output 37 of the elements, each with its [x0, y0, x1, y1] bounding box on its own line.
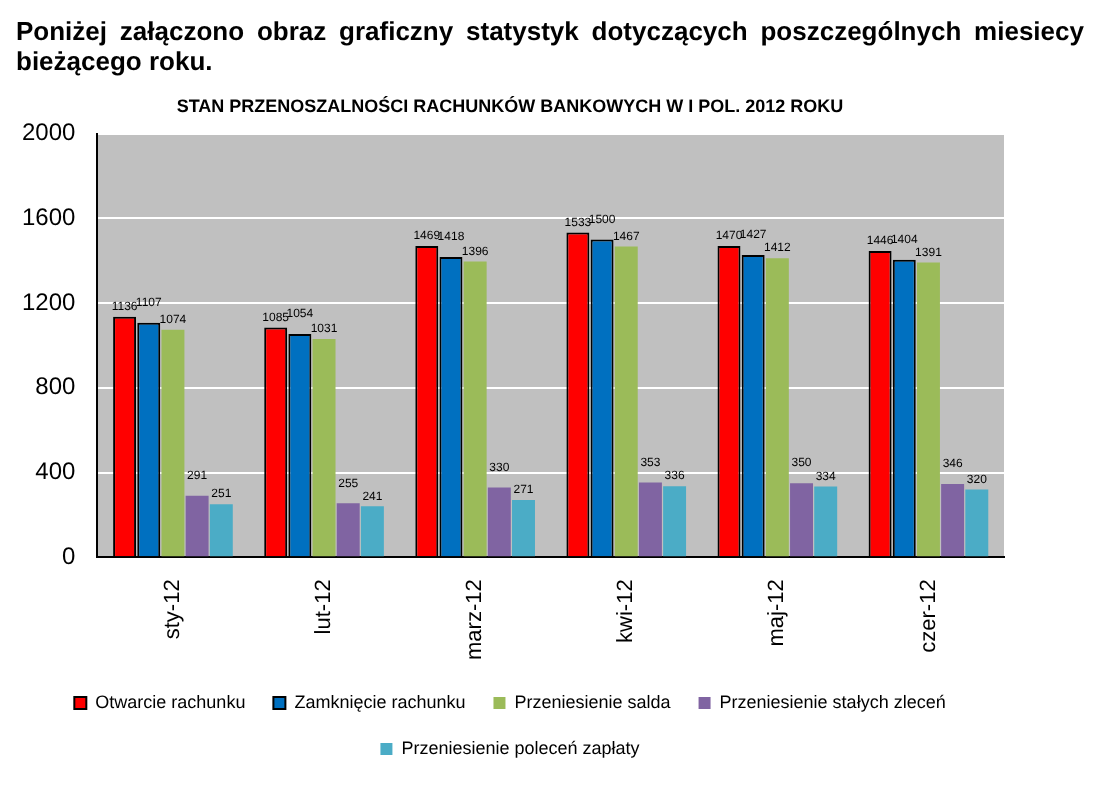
- bar: [814, 486, 838, 557]
- bar: [312, 338, 336, 557]
- x-tick-label: czer-12: [916, 579, 941, 653]
- bar: [463, 261, 487, 557]
- legend-label: Przeniesienie salda: [514, 691, 671, 712]
- bar: [185, 495, 209, 557]
- bar: [663, 486, 687, 557]
- legend-label: Przeniesienie poleceń zapłaty: [401, 737, 641, 758]
- x-tick-label: kwi-12: [614, 579, 639, 643]
- legend-label: Przeniesienie stałych zleceń: [719, 691, 946, 712]
- bar: [765, 258, 789, 557]
- y-tick-label: 400: [35, 457, 77, 486]
- y-tick-label: 1200: [21, 287, 77, 316]
- bar: [614, 246, 638, 557]
- x-tick-label: maj-12: [765, 579, 790, 647]
- x-tick-label: lut-12: [312, 579, 337, 635]
- y-tick-label: 0: [62, 541, 77, 570]
- text: Poniżej załączono obraz graficzny statystyk dotyczących poszczególnych miesiecy bieżącego roku.: [16, 16, 1084, 76]
- bar: [487, 487, 511, 557]
- bar: [336, 503, 360, 557]
- x-tick-label: sty-12: [161, 579, 185, 640]
- bar: [965, 489, 989, 557]
- y-tick-label: 800: [35, 372, 77, 401]
- x-tick-label: marz-12: [463, 579, 488, 660]
- bar: [161, 329, 185, 557]
- bar: [941, 484, 965, 557]
- legend-label: Otwarcie rachunku: [95, 691, 246, 712]
- bar: [638, 482, 662, 557]
- bar: [790, 483, 814, 557]
- chart-title: STAN PRZENOSZALNOŚCI RACHUNKÓW BANKOWYCH W I POL. 2012 ROKU: [176, 95, 844, 116]
- bar: [512, 499, 535, 557]
- legend-label: Zamknięcie rachunku: [294, 691, 466, 712]
- bar: [209, 504, 233, 557]
- bar: [916, 262, 940, 557]
- y-tick-label: 1600: [21, 202, 77, 231]
- y-tick-label: 2000: [21, 118, 77, 147]
- bar: [360, 506, 384, 557]
